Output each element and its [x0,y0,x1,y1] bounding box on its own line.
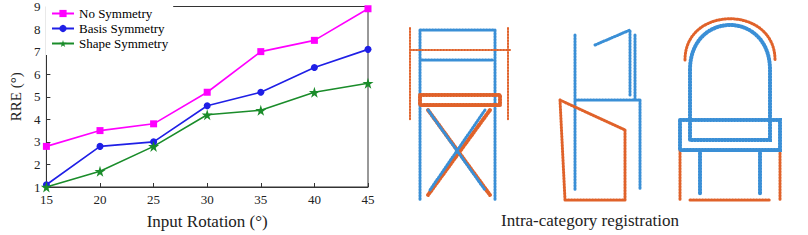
svg-text:30: 30 [201,192,214,207]
svg-text:35: 35 [254,192,267,207]
svg-text:25: 25 [147,192,160,207]
svg-text:RRE (°): RRE (°) [8,72,25,121]
html-text:Intra-category registration: Intra-category registration [501,211,679,230]
svg-text:1: 1 [33,179,41,195]
svg-text:20: 20 [94,192,107,207]
svg-text:5: 5 [34,89,41,104]
svg-text:7: 7 [34,44,41,59]
svg-text:9: 9 [34,0,41,14]
svg-text:6: 6 [34,67,41,82]
svg-text:Input Rotation (°): Input Rotation (°) [147,212,268,231]
svg-text:Shape Symmetry: Shape Symmetry [79,36,169,51]
svg-text:8: 8 [34,22,41,37]
svg-text:3: 3 [34,134,41,149]
svg-text:4: 4 [34,112,41,127]
svg-text:No Symmetry: No Symmetry [79,6,153,21]
svg-text:40: 40 [308,192,321,207]
svg-text:Basis Symmetry: Basis Symmetry [79,21,165,36]
svg-text:15: 15 [40,192,53,207]
svg-text:45: 45 [362,192,375,207]
svg-text:2: 2 [34,157,41,172]
